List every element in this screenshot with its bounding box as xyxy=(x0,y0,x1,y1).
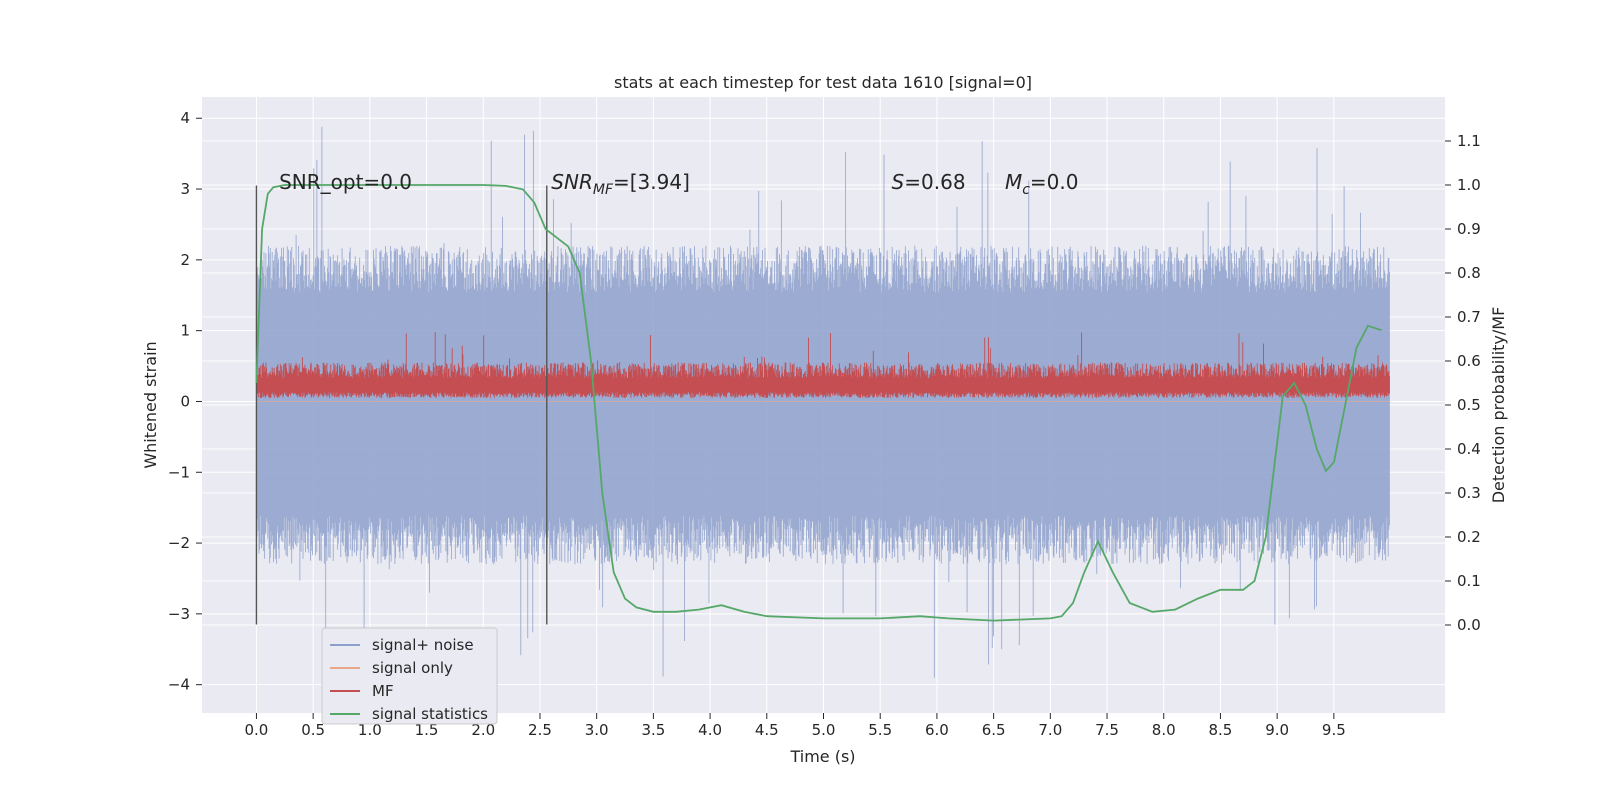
x-tick-label: 0.5 xyxy=(301,721,325,739)
annotation-value: =0.0 xyxy=(1030,170,1079,194)
x-tick-label: 2.5 xyxy=(528,721,552,739)
x-tick-label: 9.5 xyxy=(1322,721,1346,739)
legend-label: signal only xyxy=(372,659,453,677)
x-tick-label: 4.5 xyxy=(755,721,779,739)
legend-label: signal+ noise xyxy=(372,636,474,654)
series-signal-statistics xyxy=(255,184,1382,622)
annotation-subscript: MF xyxy=(593,182,614,198)
x-tick-label: 5.0 xyxy=(812,721,836,739)
legend: signal+ noise signal only MF signal statist… xyxy=(321,627,498,725)
annotation: SNR_opt=0.0 xyxy=(279,170,412,194)
y-tick-label: 4 xyxy=(180,109,190,127)
y-tick-label: −3 xyxy=(168,605,190,623)
signal-statistics-trace xyxy=(255,184,1382,622)
x-tick-label: 3.0 xyxy=(585,721,609,739)
y-tick-label: 0 xyxy=(180,392,190,410)
y-right-tick-label: 0.7 xyxy=(1457,308,1481,326)
y-right-tick-label: 1.0 xyxy=(1457,176,1481,194)
axis-ticks: 0.0 0.5 1.0 1.5 2.0 2.5 3.0 3.5 4.0 4.5 5.0 5.5 6.0 6… xyxy=(168,109,1481,739)
annotation-value: =[3.94] xyxy=(613,170,690,194)
annotation: SNRMF=[3.94] xyxy=(551,170,690,198)
x-tick-label: 7.5 xyxy=(1095,721,1119,739)
x-tick-label: 2.0 xyxy=(471,721,495,739)
annotation-symbol: S xyxy=(892,170,905,194)
y-right-tick-label: 0.8 xyxy=(1457,264,1481,282)
y-right-tick-label: 0.9 xyxy=(1457,220,1481,238)
y-tick-label: 1 xyxy=(180,322,190,340)
y-right-tick-label: 0.0 xyxy=(1457,616,1481,634)
legend-label: signal statistics xyxy=(372,705,488,723)
annotation-subscript: c xyxy=(1022,182,1030,198)
y-right-tick-label: 0.6 xyxy=(1457,352,1481,370)
x-tick-label: 3.5 xyxy=(641,721,665,739)
y-tick-label: −1 xyxy=(168,463,190,481)
y-axis-label: Whitened strain xyxy=(141,341,160,468)
chart-title: stats at each timestep for test data 161… xyxy=(614,73,1032,92)
x-tick-label: 5.5 xyxy=(868,721,892,739)
y-tick-label: 2 xyxy=(180,251,190,269)
y-tick-label: 3 xyxy=(180,180,190,198)
vertical-markers xyxy=(255,185,548,625)
x-tick-label: 0.0 xyxy=(245,721,269,739)
annotation-symbol: SNR xyxy=(551,170,593,194)
x-tick-label: 8.0 xyxy=(1152,721,1176,739)
y-right-tick-label: 0.5 xyxy=(1457,396,1481,414)
x-tick-label: 4.0 xyxy=(698,721,722,739)
x-axis-label: Time (s) xyxy=(789,747,855,766)
y-right-tick-label: 0.4 xyxy=(1457,440,1481,458)
annotation: Mc=0.0 xyxy=(1005,170,1079,198)
x-tick-label: 9.0 xyxy=(1265,721,1289,739)
annotation-symbol: M xyxy=(1005,170,1022,194)
x-tick-label: 6.0 xyxy=(925,721,949,739)
x-tick-label: 7.0 xyxy=(1038,721,1062,739)
x-tick-label: 8.5 xyxy=(1209,721,1233,739)
y-right-tick-label: 0.1 xyxy=(1457,572,1481,590)
y-tick-label: −2 xyxy=(168,534,190,552)
annotation: S=0.68 xyxy=(892,170,966,194)
annotations: SNR_opt=0.0 SNRMF=[3.94] S=0.68 Mc=0.0 xyxy=(279,170,1078,198)
y-axis-label-right: Detection probability/MF xyxy=(1489,307,1508,504)
legend-label: MF xyxy=(372,682,394,700)
legend-frame xyxy=(321,627,498,725)
y-right-tick-label: 1.1 xyxy=(1457,132,1481,150)
y-tick-label: −4 xyxy=(168,676,190,694)
x-tick-label: 1.5 xyxy=(415,721,439,739)
y-right-tick-label: 0.3 xyxy=(1457,484,1481,502)
y-right-tick-label: 0.2 xyxy=(1457,528,1481,546)
x-tick-label: 6.5 xyxy=(982,721,1006,739)
x-tick-label: 1.0 xyxy=(358,721,382,739)
annotation-value: =0.68 xyxy=(904,170,965,194)
